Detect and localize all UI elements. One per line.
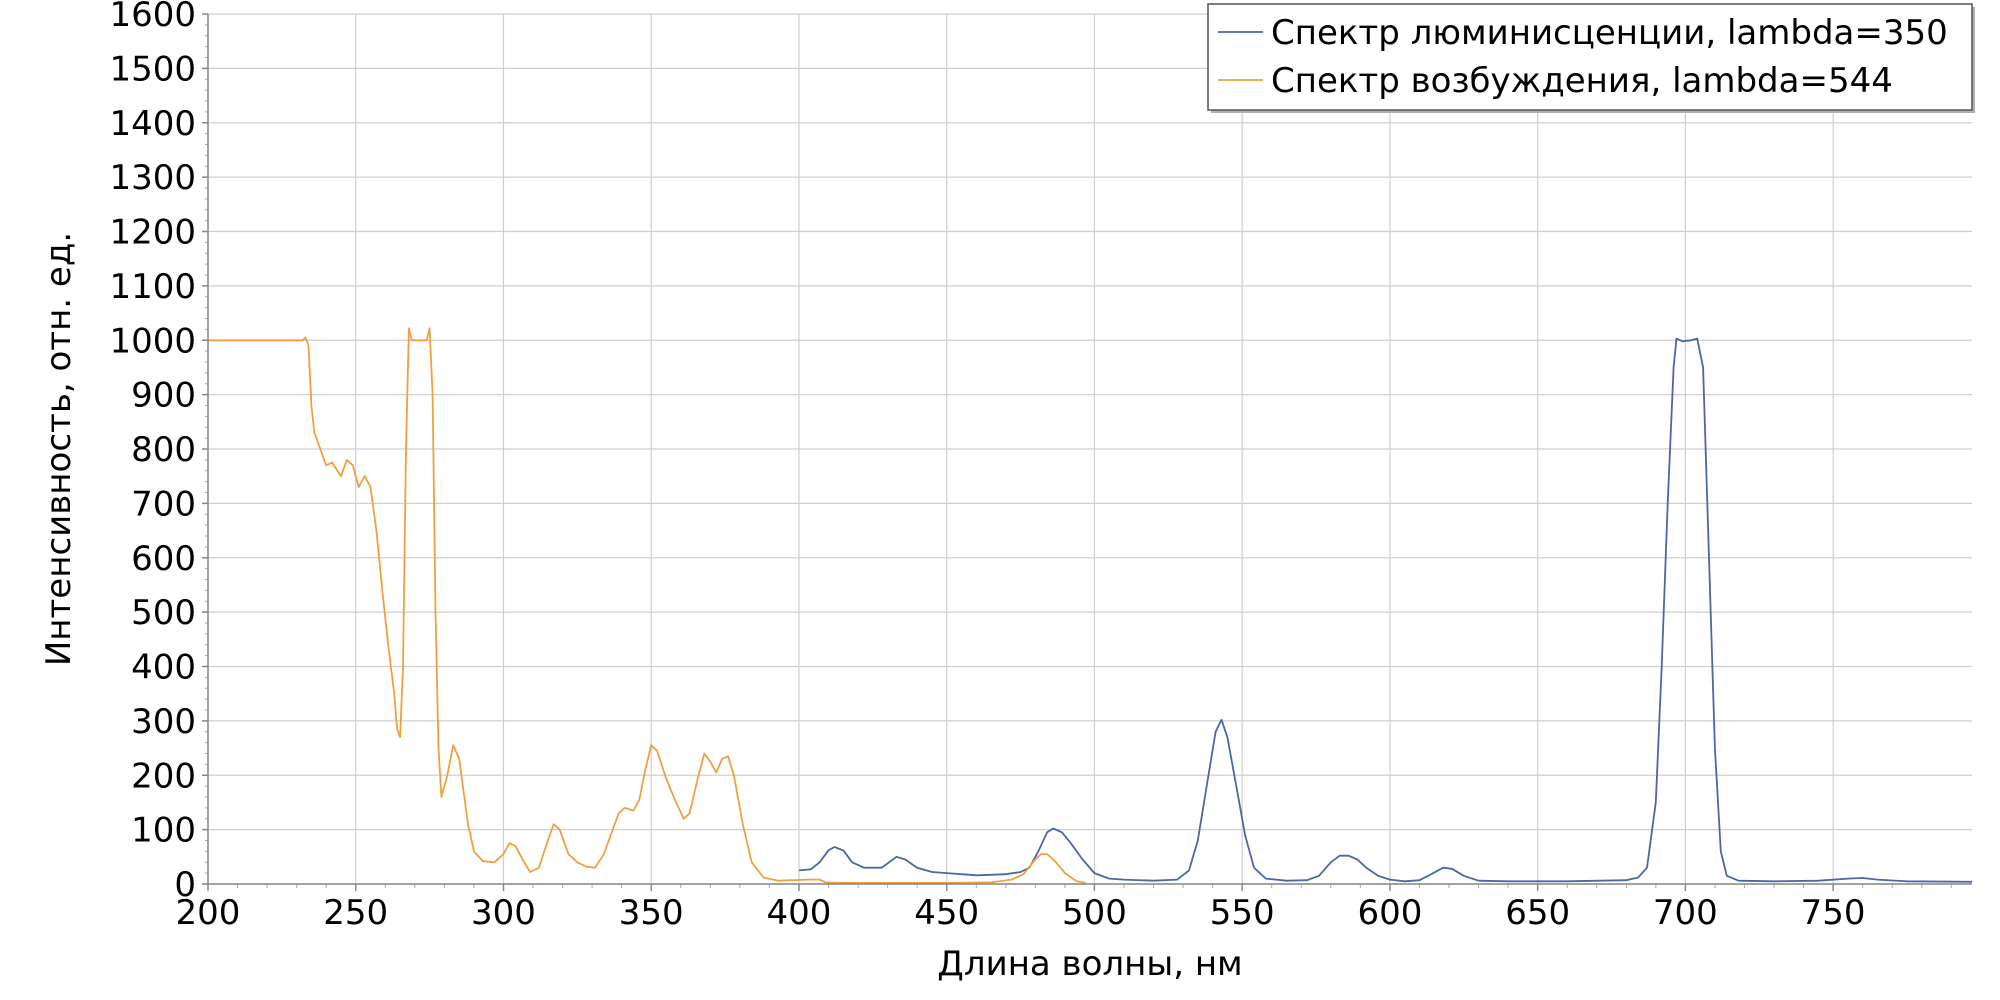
y-tick-label: 800: [131, 430, 196, 470]
x-tick-label: 250: [323, 893, 388, 933]
y-tick-label: 600: [131, 539, 196, 579]
y-tick-label: 1200: [109, 213, 196, 253]
y-tick-label: 1300: [109, 158, 196, 198]
y-tick-label: 300: [131, 702, 196, 742]
x-tick-label: 200: [176, 893, 241, 933]
y-axis-label: Интенсивность, отн. ед.: [39, 232, 79, 666]
legend-label-0: Спектр люминисценции, lambda=350: [1271, 13, 1948, 53]
series-layer: [208, 327, 1973, 884]
y-tick-label: 1100: [109, 267, 196, 307]
y-tick-label: 0: [174, 865, 196, 905]
x-tick-label: 550: [1210, 893, 1275, 933]
y-tick-label: 100: [131, 811, 196, 851]
tick-labels: 0 100 200 300 400 500 600 700 800 900 1000 1100 1200…: [109, 0, 1865, 933]
y-tick-label: 900: [131, 376, 196, 416]
x-tick-label: 500: [1062, 893, 1127, 933]
y-tick-label: 500: [131, 593, 196, 633]
legend: Спектр люминисценции, lambda=350 Спектр в…: [1207, 3, 1975, 113]
series-line-1: [208, 327, 1086, 884]
x-tick-label: 700: [1653, 893, 1718, 933]
y-tick-label: 700: [131, 484, 196, 524]
x-tick-label: 300: [471, 893, 536, 933]
x-tick-label: 350: [619, 893, 684, 933]
x-axis-label: Длина волны, нм: [937, 944, 1242, 984]
y-tick-label: 1500: [109, 49, 196, 89]
series-line-0: [798, 337, 1973, 883]
y-tick-label: 200: [131, 756, 196, 796]
y-tick-label: 1000: [109, 321, 196, 361]
x-tick-label: 600: [1357, 893, 1422, 933]
y-tick-label: 1600: [109, 0, 196, 35]
y-tick-label: 1400: [109, 104, 196, 144]
x-tick-label: 750: [1801, 893, 1866, 933]
x-tick-label: 400: [767, 893, 832, 933]
legend-box: [1207, 3, 1973, 111]
x-tick-label: 650: [1505, 893, 1570, 933]
y-tick-label: 400: [131, 648, 196, 688]
legend-label-1: Спектр возбуждения, lambda=544: [1271, 61, 1893, 101]
axes: [202, 13, 1972, 891]
x-tick-label: 450: [914, 893, 979, 933]
